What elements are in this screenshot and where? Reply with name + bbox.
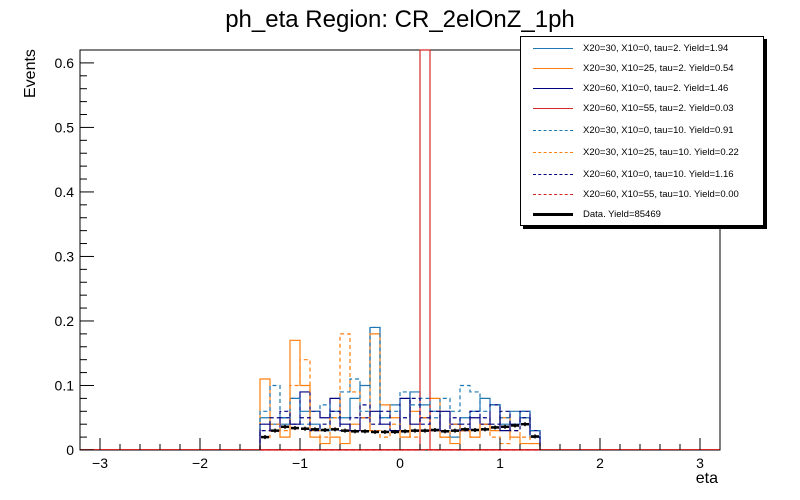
series-3-histogram [260,49,540,451]
y-tick-label: 0.6 [55,55,75,71]
x-tick-label: −2 [192,455,208,471]
legend-swatch [533,87,573,89]
legend-swatch [533,173,573,175]
series-5-histogram [259,333,541,450]
x-tick-label: −3 [92,455,108,471]
legend-entry: X20=30, X10=0, tau=10. Yield=0.91 [521,119,763,141]
legend: X20=30, X10=0, tau=2. Yield=1.94 X20=30,… [520,36,764,226]
x-tick-label: 2 [596,455,604,471]
legend-entry: X20=60, X10=55, tau=10. Yield=0.00 [521,183,763,205]
legend-label: X20=60, X10=0, tau=10. Yield=1.16 [583,168,734,180]
y-tick-label: 0.5 [55,119,75,135]
legend-entry: X20=30, X10=0, tau=2. Yield=1.94 [521,37,763,59]
chart-title: ph_eta Region: CR_2elOnZ_1ph [225,6,575,33]
legend-label: X20=30, X10=0, tau=2. Yield=1.94 [583,42,729,54]
legend-swatch [533,47,573,49]
legend-entry: X20=60, X10=0, tau=10. Yield=1.16 [521,163,763,185]
y-tick-label: 0.2 [55,313,75,329]
y-tick-label: 0 [66,442,74,458]
legend-swatch [533,193,573,195]
x-axis-label: eta [695,470,718,487]
legend-entry: X20=30, X10=25, tau=10. Yield=0.22 [521,141,763,163]
series-2-histogram [259,391,541,450]
legend-label: X20=60, X10=0, tau=2. Yield=1.46 [583,82,729,94]
x-tick-label: 0 [396,455,404,471]
legend-swatch [533,67,573,69]
x-tick-label: 1 [496,455,504,471]
legend-entry: X20=30, X10=25, tau=2. Yield=0.54 [521,57,763,79]
x-tick-label: 3 [696,455,704,471]
legend-label: Data. Yield=85469 [583,208,661,220]
legend-label: X20=30, X10=25, tau=2. Yield=0.54 [583,62,734,74]
y-tick-label: 0.3 [55,248,75,264]
legend-swatch [533,107,573,109]
y-axis-label: Events [22,49,39,98]
y-tick-label: 0.4 [55,184,75,200]
y-tick-label: 0.1 [55,377,75,393]
series-4-histogram [259,326,541,450]
legend-swatch [533,212,573,216]
legend-label: X20=30, X10=0, tau=10. Yield=0.91 [583,124,734,136]
legend-label: X20=60, X10=55, tau=2. Yield=0.03 [583,102,734,114]
legend-swatch [533,151,573,153]
x-tick-label: −1 [292,455,308,471]
legend-swatch [533,129,573,131]
legend-label: X20=30, X10=25, tau=10. Yield=0.22 [583,146,739,158]
legend-entry: Data. Yield=85469 [521,203,763,225]
legend-label: X20=60, X10=55, tau=10. Yield=0.00 [583,188,739,200]
legend-entry: X20=60, X10=55, tau=2. Yield=0.03 [521,97,763,119]
legend-entry: X20=60, X10=0, tau=2. Yield=1.46 [521,77,763,99]
